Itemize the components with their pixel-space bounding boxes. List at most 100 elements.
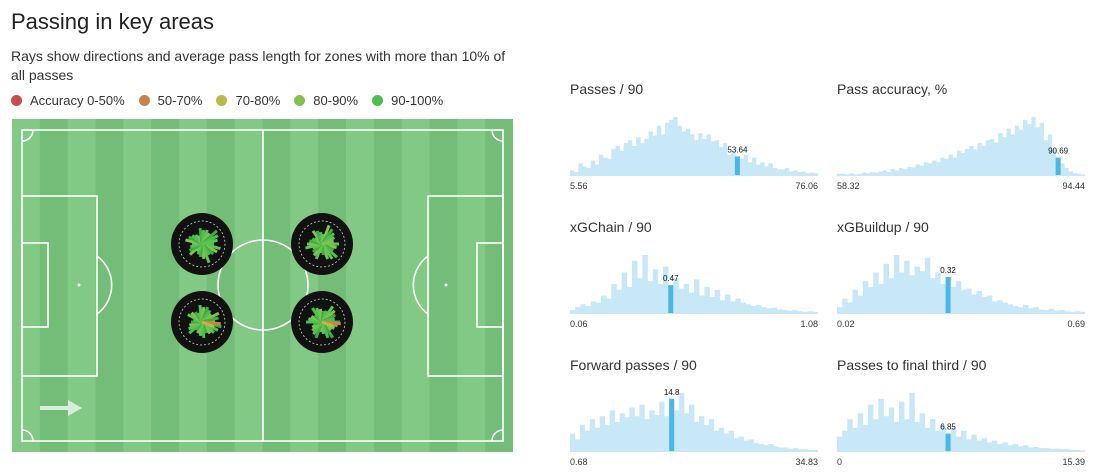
histogram-bar xyxy=(677,125,682,175)
highlight-bar xyxy=(668,285,674,313)
legend-item-80-90: 80-90% xyxy=(294,93,358,108)
histogram-bar xyxy=(1038,309,1044,313)
histogram-bar xyxy=(657,284,664,313)
passing-zone xyxy=(171,213,233,275)
histogram-bar xyxy=(599,416,606,451)
histogram-bar xyxy=(849,173,854,175)
histogram-bar xyxy=(1076,173,1082,175)
histogram-bar xyxy=(660,134,666,175)
histogram-bar xyxy=(627,140,633,175)
histogram-bar xyxy=(731,150,736,175)
histogram-bar xyxy=(585,306,591,313)
grass-stripe xyxy=(318,119,347,452)
hist-passes-per-90: Passes / 90 53.64 5.56 76.06 xyxy=(570,81,818,191)
highlight-bar xyxy=(945,433,951,451)
grass-stripe xyxy=(346,119,375,452)
histogram-bar xyxy=(740,302,746,313)
histogram-bar xyxy=(649,410,655,451)
zone-ring xyxy=(178,220,226,268)
histogram-bar xyxy=(976,440,982,451)
histogram-bar xyxy=(852,427,858,451)
histogram-bar xyxy=(629,407,635,451)
histogram-bar xyxy=(578,163,583,175)
histogram-bar xyxy=(689,134,695,175)
histogram-bar xyxy=(904,260,910,313)
pitch-map xyxy=(12,119,514,452)
histogram-bar xyxy=(743,154,749,175)
histogram-bar xyxy=(606,298,612,313)
histogram-bar xyxy=(704,286,710,313)
histogram-bar xyxy=(1043,310,1050,313)
histogram-bar xyxy=(961,152,966,175)
histogram-bar xyxy=(718,147,724,175)
histogram-bar xyxy=(841,173,846,175)
histogram-bar xyxy=(940,424,946,451)
corner-arc xyxy=(491,129,504,142)
histogram-bar xyxy=(837,173,842,175)
histogram-bar xyxy=(730,301,736,313)
histogram-bar xyxy=(590,160,596,175)
histogram-bar xyxy=(709,296,715,313)
histogram-bar xyxy=(1043,140,1049,175)
legend-label: 90-100% xyxy=(391,93,444,108)
histogram-bar xyxy=(1006,128,1011,175)
legend-item-70-80: 70-80% xyxy=(216,93,280,108)
histogram-bar xyxy=(603,157,608,175)
histogram-bar xyxy=(738,436,744,451)
legend-dot xyxy=(11,95,22,106)
histogram-bar xyxy=(663,266,669,313)
histogram-bar xyxy=(601,295,607,313)
histogram-bar xyxy=(808,449,814,451)
right-penalty-arc xyxy=(412,255,429,315)
histogram-bar xyxy=(684,413,690,451)
histogram-bar xyxy=(1002,442,1008,451)
histogram-bar xyxy=(713,430,720,451)
histogram-bar xyxy=(763,445,769,451)
histogram-bar xyxy=(904,419,910,451)
histogram-bar xyxy=(861,172,867,175)
histogram-bar xyxy=(1069,449,1075,451)
histogram-bar xyxy=(797,172,802,175)
legend-label: 80-90% xyxy=(313,93,359,108)
histogram-bar xyxy=(1018,129,1024,175)
legend-label: Accuracy 0-50% xyxy=(30,93,125,108)
histogram-bar xyxy=(1035,127,1040,175)
histogram-bar xyxy=(868,286,874,313)
histogram-bar xyxy=(1043,448,1050,451)
center-circle xyxy=(217,239,309,331)
histogram-bar xyxy=(659,401,665,451)
pass-ray xyxy=(321,320,335,329)
histogram-bar xyxy=(873,272,879,313)
histogram-bar xyxy=(644,139,649,175)
grass-stripe xyxy=(123,119,152,452)
legend-item-90-100: 90-100% xyxy=(372,93,443,108)
histogram-bar xyxy=(689,404,695,451)
grass-stripe xyxy=(206,119,236,452)
histogram-bar xyxy=(632,260,638,313)
histogram-bar xyxy=(1023,445,1029,451)
legend-dot xyxy=(216,95,228,106)
histogram-bar xyxy=(739,158,744,175)
hist-title: Pass accuracy, % xyxy=(837,81,948,97)
histogram-bar xyxy=(907,166,912,175)
highlight-value-label: 53.64 xyxy=(727,145,748,154)
histogram-bar xyxy=(699,295,705,313)
histogram-bar xyxy=(1014,125,1020,175)
pass-ray xyxy=(321,239,335,246)
histogram-bar xyxy=(766,308,772,313)
max-tick-label: 15.39 xyxy=(1062,457,1085,467)
grass-stripe xyxy=(151,119,180,452)
corner-arc xyxy=(491,429,504,442)
histogram-bar xyxy=(837,307,843,313)
histogram: 53.64 5.56 76.06 xyxy=(570,117,818,191)
hist-title: Passes / 90 xyxy=(570,81,644,97)
histogram-bar xyxy=(586,168,591,175)
histogram-bar xyxy=(574,172,579,175)
highlight-value-label: 90.69 xyxy=(1048,147,1069,156)
hist-title: Forward passes / 90 xyxy=(570,357,697,373)
histogram-bar xyxy=(702,139,707,175)
histogram-bar xyxy=(694,140,699,175)
histogram-bar xyxy=(1027,123,1032,175)
histogram-bar xyxy=(743,440,749,451)
histogram-bar xyxy=(1069,311,1075,313)
